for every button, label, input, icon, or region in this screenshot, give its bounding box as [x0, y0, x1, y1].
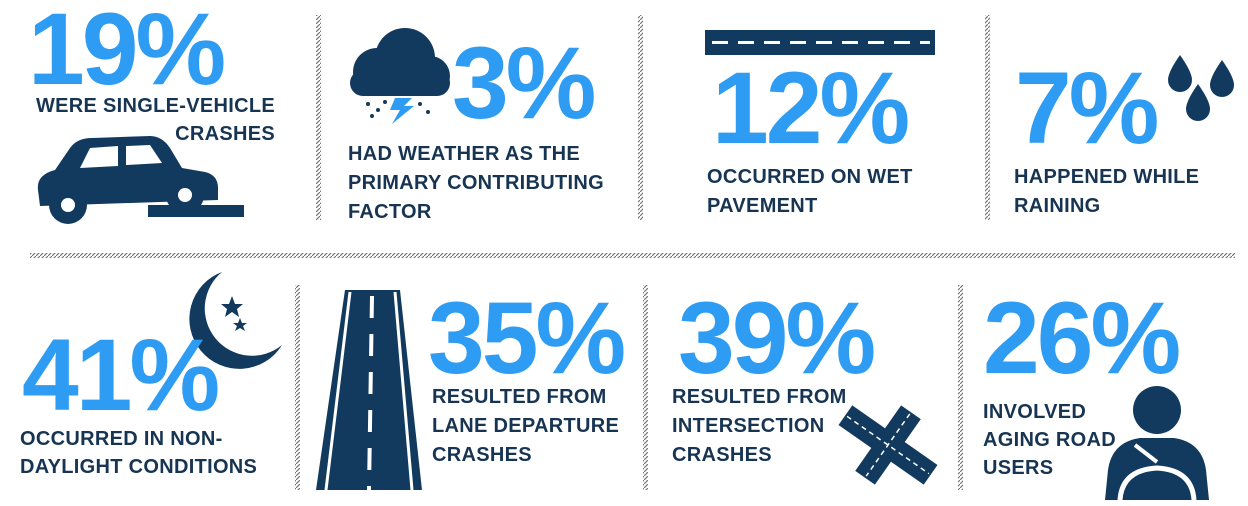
stat-label: PAVEMENT	[707, 195, 818, 217]
stat-label: CRASHES	[175, 123, 275, 145]
intersection-icon	[838, 405, 938, 485]
divider	[985, 15, 990, 220]
storm-icon	[350, 28, 450, 124]
stat-label: USERS	[983, 457, 1053, 479]
divider	[958, 285, 963, 490]
stat-label: CRASHES	[672, 444, 772, 466]
stat-label: PRIMARY CONTRIBUTING	[348, 172, 604, 194]
stat-label: HAPPENED WHILE	[1014, 166, 1199, 188]
stat-value: 19%	[28, 0, 223, 106]
stat-label: OCCURRED ON WET	[707, 166, 913, 188]
road-icon	[705, 30, 935, 55]
stat-label: HAD WEATHER AS THE	[348, 143, 580, 165]
stat-value: 3%	[452, 26, 594, 140]
stat-label: DAYLIGHT CONDITIONS	[20, 456, 257, 478]
car-icon	[37, 136, 244, 224]
stat-label: INVOLVED	[983, 401, 1086, 423]
drops-icon	[1168, 55, 1234, 121]
stat-label: CRASHES	[432, 444, 532, 466]
stat-label: RESULTED FROM	[672, 386, 847, 408]
driver-icon	[1105, 386, 1209, 501]
stat-label: INTERSECTION	[672, 415, 825, 437]
stat-label: RAINING	[1014, 195, 1101, 217]
stat-label: OCCURRED IN NON-	[20, 428, 223, 450]
divider	[316, 15, 321, 220]
stat-value: 41%	[22, 318, 217, 432]
stat-value: 7%	[1015, 51, 1157, 165]
divider	[638, 15, 643, 220]
divider	[643, 285, 648, 490]
stat-value: 12%	[712, 51, 907, 165]
stat-value: 26%	[983, 281, 1178, 395]
stat-label: WERE SINGLE-VEHICLE	[36, 95, 275, 117]
divider	[295, 285, 300, 490]
stat-label: FACTOR	[348, 201, 432, 223]
stat-label: RESULTED FROM	[432, 386, 607, 408]
lane-icon	[316, 290, 422, 491]
moon-icon	[189, 272, 282, 369]
divider	[30, 253, 1235, 258]
stat-value: 35%	[428, 281, 623, 395]
stat-label: LANE DEPARTURE	[432, 415, 619, 437]
stat-label: AGING ROAD	[983, 429, 1116, 451]
stat-value: 39%	[678, 281, 873, 395]
